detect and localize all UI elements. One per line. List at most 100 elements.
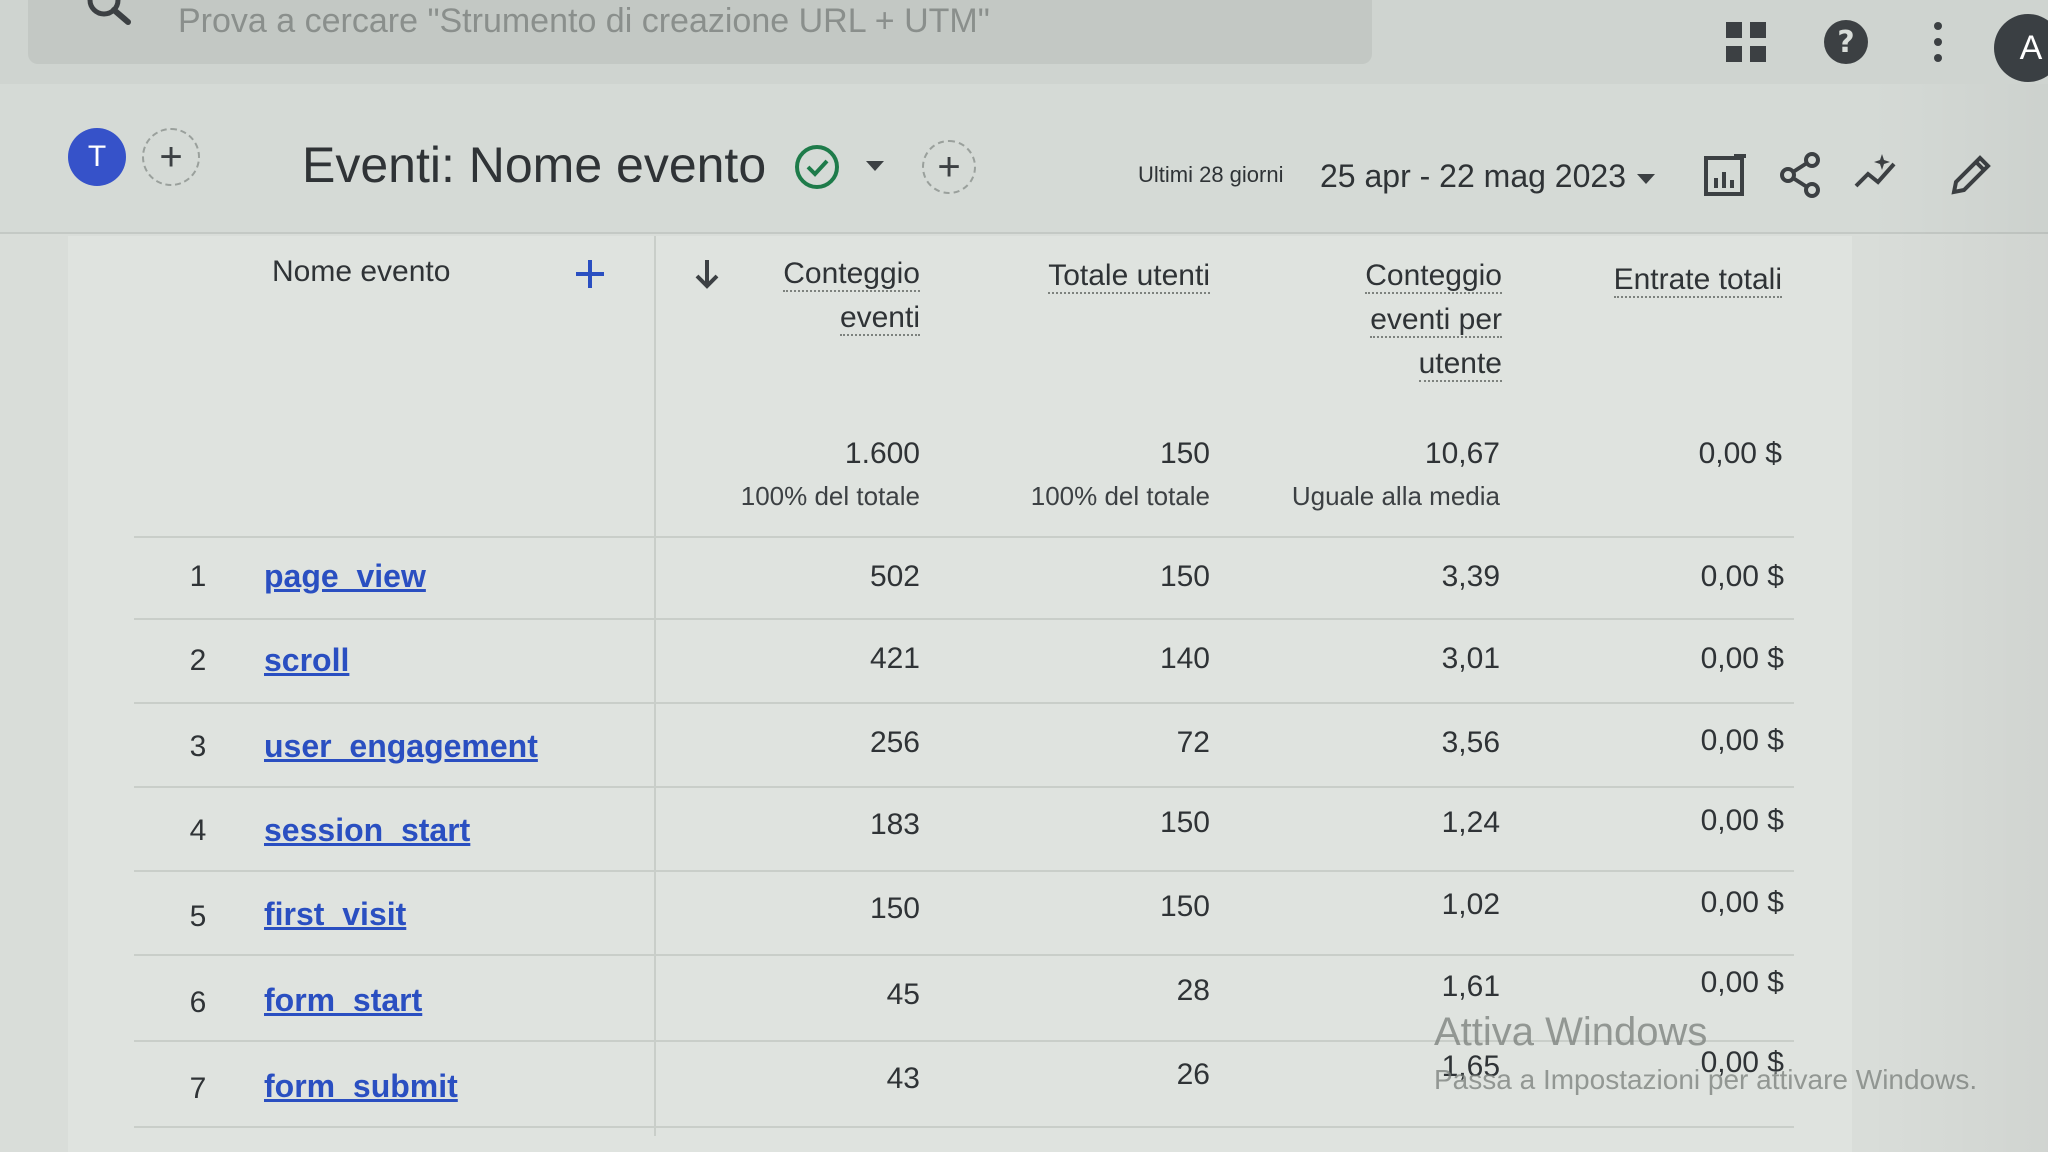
add-comparison-button[interactable]: + bbox=[142, 128, 200, 186]
row-number: 7 bbox=[189, 1072, 207, 1105]
events-per-user-cell: 3,01 bbox=[1441, 642, 1500, 675]
column-header-total-users[interactable]: Totale utenti bbox=[980, 254, 1210, 298]
customize-report-icon[interactable] bbox=[1700, 150, 1750, 200]
row-number: 5 bbox=[189, 900, 207, 933]
search-icon[interactable] bbox=[84, 0, 136, 34]
check-circle-icon[interactable] bbox=[790, 140, 844, 194]
row-divider bbox=[134, 1040, 1794, 1042]
row-divider bbox=[134, 618, 1794, 620]
svg-text:?: ? bbox=[1837, 25, 1854, 60]
total-value: 0,00 $ bbox=[1698, 437, 1782, 470]
arrow-down-icon[interactable] bbox=[692, 256, 722, 292]
total-users-cell: 150 bbox=[1159, 806, 1210, 839]
help-icon[interactable]: ? bbox=[1818, 14, 1874, 70]
row-divider bbox=[134, 954, 1794, 956]
apps-icon[interactable] bbox=[1718, 14, 1774, 70]
revenue-cell: 0,00 $ bbox=[1700, 642, 1784, 675]
event-count-cell: 421 bbox=[869, 642, 920, 675]
event-count-cell: 150 bbox=[869, 892, 920, 925]
events-per-user-cell: 3,39 bbox=[1441, 560, 1500, 593]
row-number: 6 bbox=[189, 986, 207, 1019]
windows-activation-watermark-title: Attiva Windows bbox=[1434, 1010, 1708, 1054]
account-avatar[interactable]: A bbox=[1994, 14, 2048, 82]
column-header-line: utente bbox=[1418, 347, 1502, 382]
event-name-link[interactable]: first_visit bbox=[264, 896, 407, 932]
revenue-cell: 0,00 $ bbox=[1700, 1046, 1784, 1079]
column-header-line: Conteggio bbox=[783, 257, 920, 292]
row-divider bbox=[134, 870, 1794, 872]
event-count-cell: 256 bbox=[869, 726, 920, 759]
event-name-link[interactable]: user_engagement bbox=[264, 728, 538, 764]
event-count-cell: 502 bbox=[869, 560, 920, 593]
row-number: 2 bbox=[189, 644, 207, 677]
windows-activation-watermark-subtitle: Passa a Impostazioni per attivare Window… bbox=[1434, 1064, 1978, 1095]
column-header-total-revenue[interactable]: Entrate totali bbox=[1560, 258, 1782, 302]
plus-icon[interactable] bbox=[572, 256, 608, 292]
page-title: Eventi: Nome evento bbox=[302, 137, 767, 193]
row-divider bbox=[134, 1126, 1794, 1128]
column-divider bbox=[654, 236, 656, 1136]
row-divider bbox=[134, 786, 1794, 788]
column-header-events-per-user[interactable]: Conteggio eventi per utente bbox=[1290, 254, 1502, 386]
total-subtext: Uguale alla media bbox=[1291, 481, 1500, 511]
row-number: 1 bbox=[189, 560, 207, 593]
event-name-link[interactable]: form_submit bbox=[264, 1068, 458, 1104]
search-box[interactable] bbox=[28, 0, 1372, 64]
total-value: 1.600 bbox=[844, 437, 920, 470]
event-name-link[interactable]: form_start bbox=[264, 982, 423, 1018]
total-users-cell: 140 bbox=[1159, 642, 1210, 675]
column-header-line: Totale utenti bbox=[1048, 259, 1210, 294]
revenue-cell: 0,00 $ bbox=[1700, 724, 1784, 757]
total-subtext: 100% del totale bbox=[740, 481, 920, 511]
row-divider bbox=[134, 536, 1794, 538]
date-range-picker[interactable]: 25 apr - 22 mag 2023 bbox=[1320, 158, 1626, 194]
revenue-cell: 0,00 $ bbox=[1700, 966, 1784, 999]
row-number: 3 bbox=[189, 730, 207, 763]
more-vert-icon[interactable] bbox=[1910, 14, 1966, 70]
total-value: 10,67 bbox=[1424, 437, 1500, 470]
column-header-line: Conteggio bbox=[1365, 259, 1502, 294]
event-name-link[interactable]: session_start bbox=[264, 812, 471, 848]
search-input[interactable]: Prova a cercare "Strumento di creazione … bbox=[178, 2, 990, 40]
row-number: 4 bbox=[189, 814, 207, 847]
event-name-link[interactable]: page_view bbox=[264, 558, 426, 594]
row-divider bbox=[134, 702, 1794, 704]
total-users-cell: 150 bbox=[1159, 560, 1210, 593]
revenue-cell: 0,00 $ bbox=[1700, 804, 1784, 837]
events-per-user-cell: 1,61 bbox=[1441, 970, 1500, 1003]
column-header-line: Entrate totali bbox=[1613, 263, 1782, 298]
total-revenue: 0,00 $ bbox=[1560, 432, 1782, 476]
column-header-event-count[interactable]: Conteggio eventi bbox=[700, 252, 920, 340]
event-name-link[interactable]: scroll bbox=[264, 642, 350, 678]
plus-icon: + bbox=[159, 135, 183, 179]
column-header-event-name[interactable]: Nome evento bbox=[272, 255, 451, 288]
insights-icon[interactable] bbox=[1852, 150, 1902, 200]
share-icon[interactable] bbox=[1776, 150, 1826, 200]
top-bar: Prova a cercare "Strumento di creazione … bbox=[0, 0, 2048, 84]
revenue-cell: 0,00 $ bbox=[1700, 560, 1784, 593]
total-users-cell: 72 bbox=[1176, 726, 1210, 759]
column-header-line: eventi per bbox=[1370, 303, 1502, 338]
report-table-card bbox=[68, 236, 1852, 1152]
chevron-down-icon[interactable] bbox=[1636, 172, 1656, 184]
plus-icon: + bbox=[937, 145, 961, 189]
total-users-cell: 28 bbox=[1176, 974, 1210, 1007]
events-per-user-cell: 1,65 bbox=[1441, 1050, 1500, 1083]
total-users-cell: 150 bbox=[1159, 890, 1210, 923]
events-per-user-cell: 1,02 bbox=[1441, 888, 1500, 921]
screen-edge-shadow bbox=[1868, 84, 2048, 1152]
total-users-cell: 26 bbox=[1176, 1058, 1210, 1091]
column-header-line: eventi bbox=[839, 301, 920, 336]
total-subtext: 100% del totale bbox=[1030, 481, 1210, 511]
add-report-button[interactable]: + bbox=[922, 140, 976, 194]
events-per-user-cell: 1,24 bbox=[1441, 806, 1500, 839]
total-events-per-user: 10,67 Uguale alla media bbox=[1220, 432, 1500, 516]
total-users: 150 100% del totale bbox=[940, 432, 1210, 516]
date-range-label[interactable]: Ultimi 28 giorni bbox=[1138, 162, 1284, 187]
chevron-down-icon[interactable] bbox=[862, 158, 888, 174]
revenue-cell: 0,00 $ bbox=[1700, 886, 1784, 919]
edit-icon[interactable] bbox=[1946, 150, 1996, 200]
comparison-avatar[interactable]: T bbox=[68, 128, 126, 186]
total-event-count: 1.600 100% del totale bbox=[620, 432, 920, 516]
event-count-cell: 45 bbox=[886, 978, 920, 1011]
